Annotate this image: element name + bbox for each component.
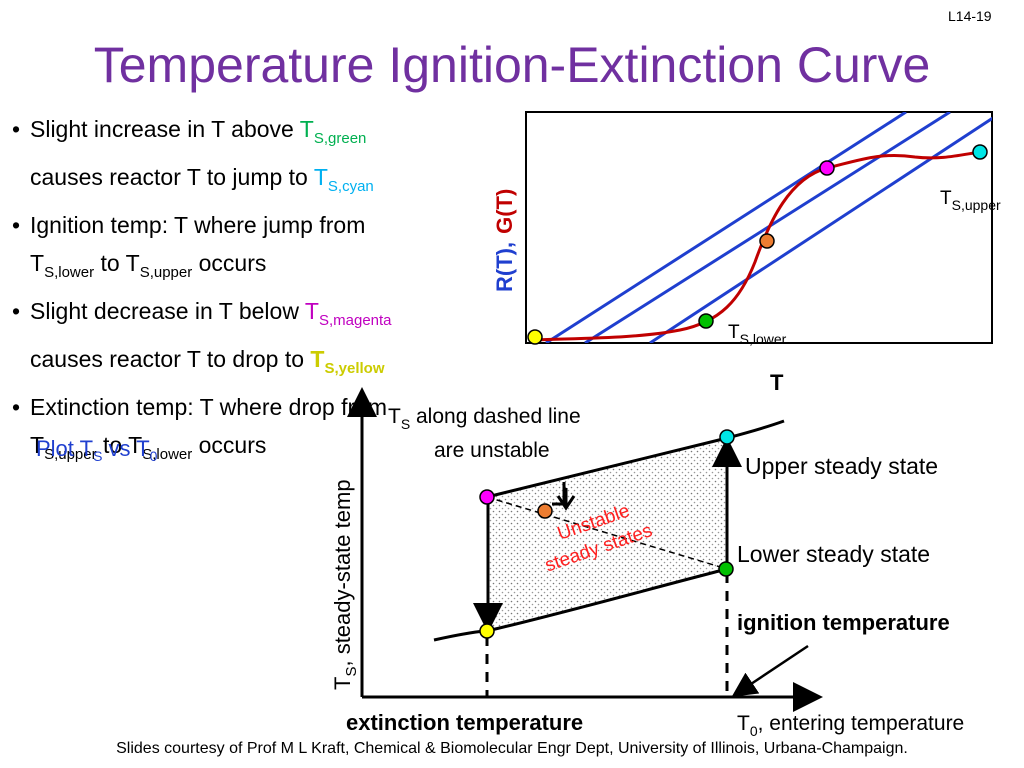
- plot-note-text: Plot T: [36, 436, 94, 461]
- slide-title: Temperature Ignition-Extinction Curve: [93, 37, 931, 93]
- bullet-1-text: Slight increase in T above: [30, 116, 300, 142]
- plot-note-sub2: 0: [149, 448, 158, 464]
- bullet-4: Extinction temp: T where drop from TS,up…: [10, 388, 510, 474]
- top-graph-frame: [525, 111, 993, 344]
- bottom-y-axis-label: TS, steady-state temp: [330, 479, 360, 690]
- removal-line-1: [545, 112, 907, 343]
- bullet-4-sub2: S,lower: [142, 446, 193, 463]
- bullet-2-end: occurs: [192, 250, 267, 276]
- removal-line-3: [649, 116, 992, 343]
- ignition-pointer-arrow: [731, 644, 809, 697]
- unstable-dashed-line: [486, 496, 728, 570]
- cyan-point-bottom: [719, 429, 735, 445]
- dashed-note-arrowhead: [556, 488, 576, 511]
- dashed-note-line-1: TS along dashed line: [388, 405, 581, 432]
- lower-branch-curve: [433, 567, 728, 642]
- magenta-point-top: [819, 160, 835, 176]
- lower-steady-state-label: Lower steady state: [737, 541, 930, 567]
- bullet-4-end: occurs: [192, 432, 267, 458]
- plot-instruction: Plot TS vs T0: [36, 436, 157, 464]
- bullet-3-T2: T: [310, 346, 325, 372]
- bullet-3-sub: S,magenta: [318, 312, 392, 329]
- bullet-1-sub: S,green: [313, 130, 367, 147]
- green-point-bottom: [718, 561, 734, 577]
- upper-branch-curve: [486, 419, 785, 499]
- bullet-4-text: Extinction temp: T where drop from: [30, 394, 388, 420]
- green-point-top: [698, 313, 714, 329]
- bullet-3-sub2: S,yellow: [324, 360, 385, 377]
- plot-note-vs: vs T: [102, 436, 150, 461]
- bullet-2: Ignition temp: T where jump from TS,lowe…: [10, 206, 510, 292]
- magenta-point-bottom: [479, 489, 495, 505]
- bullet-1: Slight increase in T above TS,green caus…: [10, 110, 510, 206]
- slide-number: L14-19: [948, 8, 992, 24]
- bullet-3-T: T: [304, 298, 319, 324]
- yellow-point-top: [527, 329, 543, 345]
- bullet-4-T1: T: [30, 432, 45, 458]
- bullet-4-to: to T: [96, 432, 143, 458]
- plot-note-sub1: S: [93, 448, 103, 464]
- cyan-point-top: [972, 144, 988, 160]
- bullet-1-T2: T: [313, 164, 328, 190]
- generation-curve: [534, 150, 981, 342]
- orange-point-bottom: [537, 503, 553, 519]
- bullet-list: Slight increase in T above TS,green caus…: [10, 110, 510, 474]
- top-x-axis-label: T: [770, 370, 784, 395]
- ignition-temperature-label: ignition temperature: [737, 610, 950, 635]
- label-ts-upper: TS,upper: [940, 188, 1001, 213]
- bullet-1-sub2: S,cyan: [327, 178, 374, 195]
- bullet-2-T1: T: [30, 250, 45, 276]
- bullet-2-sub2: S,upper: [139, 264, 193, 281]
- orange-point-top: [759, 233, 775, 249]
- label-ts-lower: TS,lower: [728, 322, 787, 347]
- extinction-temperature-label: extinction temperature: [346, 710, 583, 735]
- bullet-2-sub1: S,lower: [44, 264, 95, 281]
- bullet-3-text: Slight decrease in T below: [30, 298, 305, 324]
- bullet-2-text: Ignition temp: T where jump from: [30, 212, 366, 238]
- bullet-2-to: to T: [94, 250, 140, 276]
- bullet-3: Slight decrease in T below TS,magenta ca…: [10, 292, 510, 388]
- bullet-4-sub1: S,upper: [44, 446, 97, 463]
- footer-credit: Slides courtesy of Prof M L Kraft, Chemi…: [116, 740, 908, 757]
- dashed-note-line-2: are unstable: [434, 439, 550, 462]
- bullet-3-text-2: causes reactor T to drop to: [30, 346, 311, 372]
- bullet-1-text-2: causes reactor T to jump to: [30, 164, 314, 190]
- bottom-x-axis-label: T0, entering temperature: [737, 712, 964, 739]
- top-y-axis-label: R(T),G(T): [492, 189, 517, 292]
- bullet-1-T: T: [299, 116, 314, 142]
- yellow-point-bottom: [479, 623, 495, 639]
- upper-steady-state-label: Upper steady state: [745, 453, 938, 479]
